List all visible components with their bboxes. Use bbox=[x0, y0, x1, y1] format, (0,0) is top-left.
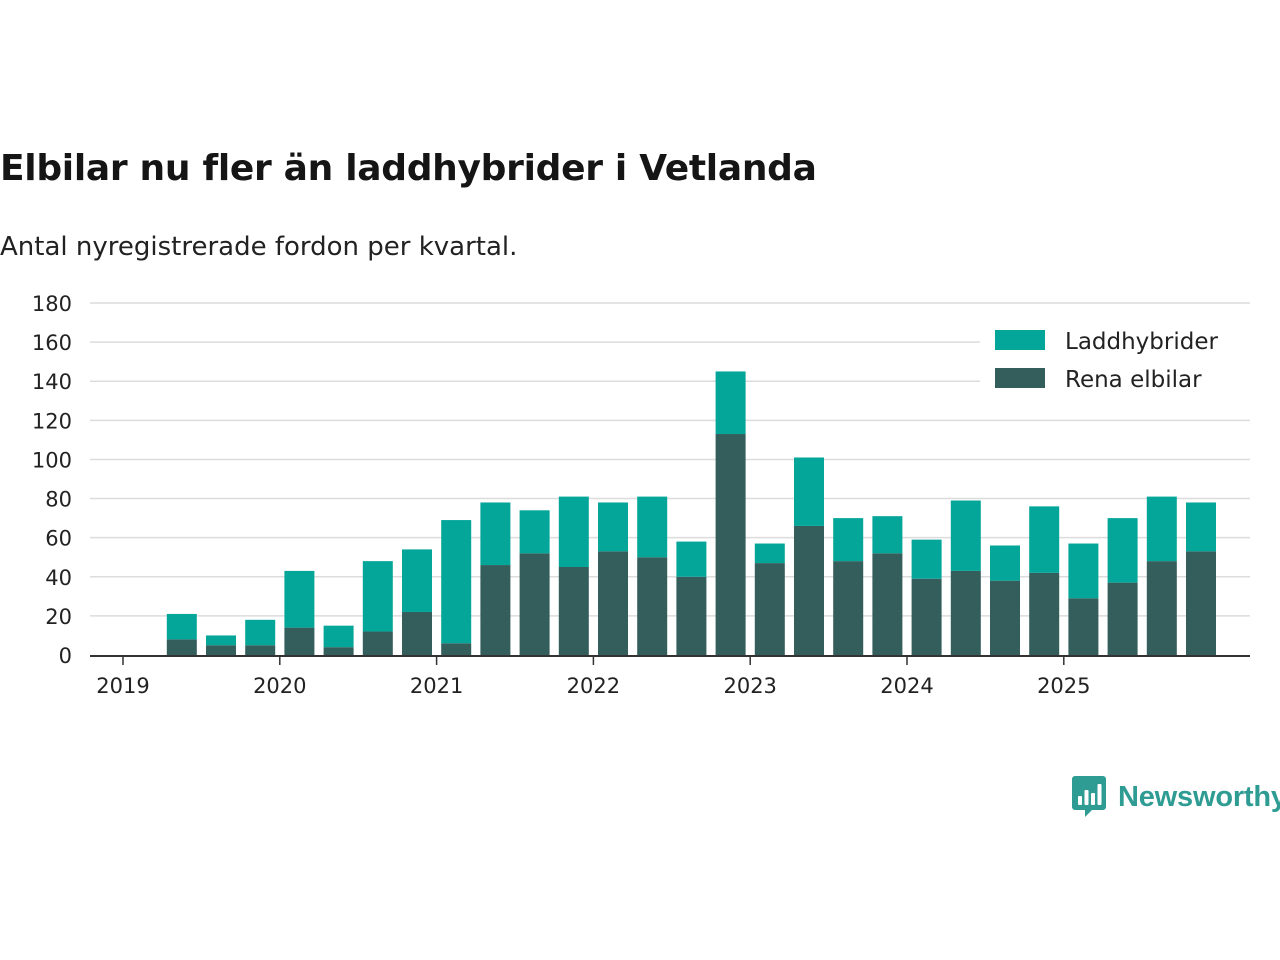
bar-rena-elbilar bbox=[794, 525, 824, 655]
bar-rena-elbilar bbox=[950, 570, 981, 655]
bar-laddhybrider bbox=[362, 561, 393, 632]
y-axis-ticks: 0 20 40 60 80 100 120 140 160 180 bbox=[32, 292, 72, 668]
brand-name: Newsworthy bbox=[1118, 780, 1280, 813]
bar-laddhybrider bbox=[1068, 543, 1099, 599]
bar-rena-elbilar bbox=[402, 611, 432, 655]
bar-laddhybrider bbox=[950, 500, 981, 571]
x-tick-label: 2019 bbox=[96, 674, 149, 698]
y-tick-label: 80 bbox=[45, 488, 72, 512]
bars bbox=[166, 371, 1216, 655]
bar-rena-elbilar bbox=[754, 563, 785, 655]
chart-title: Elbilar nu fler än laddhybrider i Vetlan… bbox=[0, 148, 817, 189]
x-tick-label: 2022 bbox=[567, 674, 620, 698]
bar-laddhybrider bbox=[637, 496, 668, 558]
bar-rena-elbilar bbox=[715, 434, 746, 655]
y-tick-label: 20 bbox=[45, 605, 72, 629]
x-tick-label: 2023 bbox=[723, 674, 776, 698]
bar-rena-elbilar bbox=[1107, 582, 1138, 655]
bar-laddhybrider bbox=[833, 518, 864, 562]
bar-laddhybrider bbox=[1029, 506, 1060, 573]
bar-laddhybrider bbox=[480, 502, 511, 566]
bar-laddhybrider bbox=[1107, 518, 1138, 583]
bar-laddhybrider bbox=[441, 520, 472, 644]
bar-laddhybrider bbox=[794, 457, 824, 526]
bar-laddhybrider bbox=[598, 502, 628, 552]
y-tick-label: 160 bbox=[32, 331, 72, 355]
bar-laddhybrider bbox=[754, 543, 785, 564]
y-tick-label: 100 bbox=[32, 448, 72, 472]
bar-laddhybrider bbox=[206, 635, 236, 646]
x-tick-label: 2020 bbox=[253, 674, 306, 698]
bar-laddhybrider bbox=[558, 496, 589, 567]
bar-rena-elbilar bbox=[519, 553, 550, 655]
bar-rena-elbilar bbox=[833, 561, 864, 655]
legend-label: Rena elbilar bbox=[1065, 367, 1202, 393]
bar-laddhybrider bbox=[166, 613, 197, 640]
bar-rena-elbilar bbox=[872, 553, 903, 655]
x-tick-label: 2024 bbox=[880, 674, 933, 698]
bar-rena-elbilar bbox=[480, 565, 511, 655]
gridlines bbox=[90, 302, 1250, 617]
bar-rena-elbilar bbox=[558, 567, 589, 655]
y-tick-label: 40 bbox=[45, 566, 72, 590]
y-tick-label: 60 bbox=[45, 527, 72, 551]
bar-rena-elbilar bbox=[245, 645, 276, 655]
x-axis: 2019 2020 2021 2022 2023 2024 2025 bbox=[90, 655, 1250, 698]
bar-rena-elbilar bbox=[166, 639, 197, 655]
bar-laddhybrider bbox=[872, 516, 903, 554]
bar-laddhybrider bbox=[245, 619, 276, 646]
y-tick-label: 120 bbox=[32, 409, 72, 433]
chart-subtitle: Antal nyregistrerade fordon per kvartal. bbox=[0, 232, 518, 262]
y-tick-label: 140 bbox=[32, 370, 72, 394]
bar-rena-elbilar bbox=[598, 551, 628, 655]
bar-rena-elbilar bbox=[206, 645, 236, 655]
bar-laddhybrider bbox=[676, 541, 707, 577]
legend: Laddhybrider Rena elbilar bbox=[980, 321, 1250, 395]
bar-rena-elbilar bbox=[911, 578, 942, 655]
bar-rena-elbilar bbox=[362, 631, 393, 655]
y-tick-label: 180 bbox=[32, 292, 72, 316]
bar-laddhybrider bbox=[990, 545, 1020, 581]
x-tick-label: 2025 bbox=[1037, 674, 1090, 698]
bar-rena-elbilar bbox=[990, 580, 1020, 655]
bar-rena-elbilar bbox=[441, 643, 472, 655]
bar-laddhybrider bbox=[323, 625, 354, 648]
bar-rena-elbilar bbox=[323, 647, 354, 655]
bar-rena-elbilar bbox=[284, 627, 315, 655]
legend-label: Laddhybrider bbox=[1065, 329, 1218, 355]
legend-swatch bbox=[995, 330, 1045, 350]
bar-rena-elbilar bbox=[1068, 598, 1099, 655]
y-tick-label: 0 bbox=[59, 644, 72, 668]
bar-chart-speech-bubble-icon bbox=[1072, 776, 1106, 817]
bar-laddhybrider bbox=[284, 570, 315, 628]
bar-rena-elbilar bbox=[1186, 551, 1216, 655]
bar-rena-elbilar bbox=[637, 557, 668, 655]
bar-laddhybrider bbox=[1186, 502, 1216, 552]
bar-rena-elbilar bbox=[676, 576, 707, 655]
bar-laddhybrider bbox=[402, 549, 432, 612]
x-tick-label: 2021 bbox=[410, 674, 463, 698]
bar-laddhybrider bbox=[1146, 496, 1177, 562]
bar-rena-elbilar bbox=[1029, 572, 1060, 655]
legend-swatch bbox=[995, 368, 1045, 388]
bar-laddhybrider bbox=[911, 539, 942, 579]
newsworthy-logo: Newsworthy bbox=[1072, 776, 1280, 818]
bar-rena-elbilar bbox=[1146, 561, 1177, 655]
stacked-bar-chart: 0 20 40 60 80 100 120 140 160 180 2019 2020 2021 202… bbox=[32, 292, 1250, 698]
bar-laddhybrider bbox=[519, 510, 550, 554]
bar-laddhybrider bbox=[715, 371, 746, 435]
